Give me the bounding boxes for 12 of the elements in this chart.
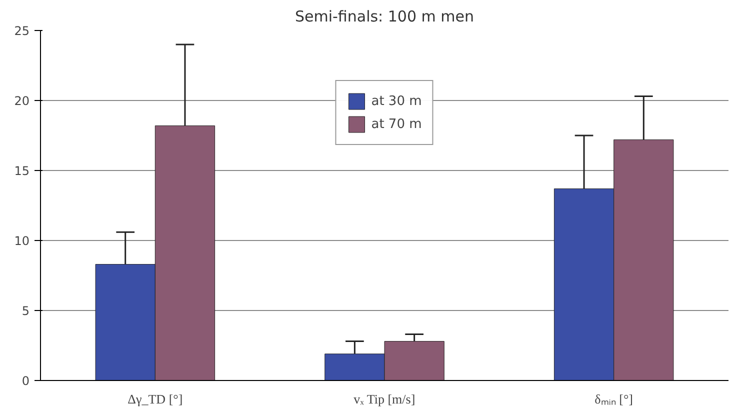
x-tick-label: vₓ Tip [m/s] — [354, 392, 416, 406]
y-tick-label: 0 — [22, 374, 30, 388]
y-tick-label: 25 — [14, 24, 30, 38]
x-tick-label: Δγ_TD [°] — [128, 392, 183, 406]
legend-label: at 70 m — [371, 116, 422, 132]
y-tick-label: 5 — [22, 304, 30, 318]
y-tick-label: 10 — [14, 234, 30, 248]
chart-title: Semi-finals: 100 m men — [294, 8, 474, 26]
x-tick-label: δₘᵢₙ [°] — [594, 392, 634, 406]
legend-label: at 30 m — [371, 94, 422, 108]
y-tick-label: 15 — [14, 164, 30, 178]
y-tick-label: 20 — [14, 94, 30, 108]
